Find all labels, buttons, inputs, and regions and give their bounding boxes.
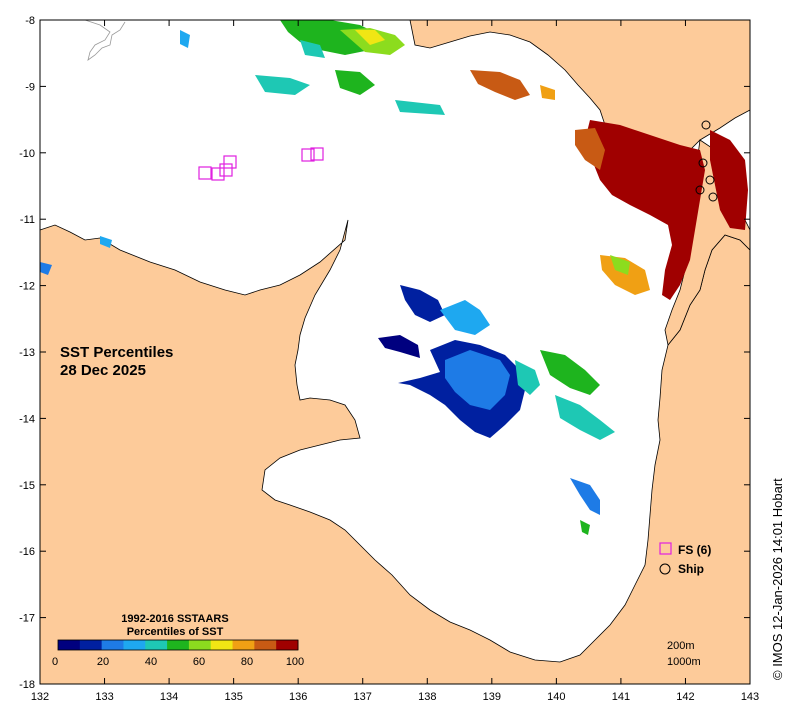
y-tick-label: -15	[19, 480, 35, 492]
fs-marker	[198, 166, 212, 180]
sst-north-band	[40, 20, 445, 275]
map-title-line1: SST Percentiles	[60, 344, 173, 361]
x-tick-label: 135	[224, 691, 242, 703]
ship-legend-label: Ship	[678, 562, 704, 576]
x-tick-label: 132	[31, 691, 49, 703]
colorbar	[57, 639, 299, 651]
colorbar-swatch	[167, 640, 190, 650]
fs-marker	[310, 147, 324, 161]
fs-markers	[198, 147, 324, 181]
credit-text: © IMOS 12-Jan-2026 14:01 Hobart	[770, 478, 785, 680]
y-tick-label: -8	[25, 15, 35, 27]
colorbar-label: 100	[286, 656, 304, 668]
y-tick-label: -10	[19, 148, 35, 160]
colorbar-label: 40	[145, 656, 157, 668]
depth-1000m-label: 1000m	[667, 656, 701, 668]
colorbar-swatch	[123, 640, 146, 650]
land-northern-territory	[39, 219, 751, 685]
colorbar-swatch	[79, 640, 103, 650]
fs-marker	[301, 148, 315, 162]
y-tick-label: -13	[19, 347, 35, 359]
y-tick-label: -14	[19, 413, 35, 425]
fs-marker	[223, 155, 237, 169]
colorbar-swatch	[232, 640, 255, 650]
fs-legend-label: FS (6)	[678, 543, 711, 557]
land-island-outline	[84, 19, 126, 61]
depth-200m-label: 200m	[667, 640, 695, 652]
y-tick-label: -17	[19, 613, 35, 625]
sst-warm-cluster	[470, 70, 748, 300]
colorbar-title-line2: Percentiles of SST	[127, 626, 224, 638]
colorbar-swatch	[58, 640, 81, 650]
y-tick-label: -12	[19, 281, 35, 293]
y-tick-label: -16	[19, 546, 35, 558]
fs-marker	[219, 163, 233, 177]
ship-legend-icon	[659, 563, 671, 575]
fs-marker	[211, 167, 225, 181]
x-axis: 132 133 134 135 136 137 138 139 140 141 142 143	[31, 20, 759, 703]
y-tick-label: -11	[20, 214, 35, 226]
x-tick-label: 134	[160, 691, 178, 703]
x-tick-label: 139	[483, 691, 501, 703]
x-tick-label: 136	[289, 691, 307, 703]
y-tick-label: -9	[25, 81, 35, 93]
colorbar-swatch	[145, 640, 168, 650]
sst-cool-cluster	[378, 285, 615, 535]
fs-legend-icon	[659, 542, 672, 555]
colorbar-label: 0	[52, 656, 58, 668]
x-tick-label: 138	[418, 691, 436, 703]
x-tick-label: 141	[612, 691, 630, 703]
x-tick-label: 142	[676, 691, 694, 703]
colorbar-title-line1: 1992-2016 SSTAARS	[121, 613, 228, 625]
x-tick-label: 137	[354, 691, 372, 703]
colorbar-frame	[57, 639, 299, 651]
colorbar-label: 80	[241, 656, 253, 668]
x-tick-label: 133	[95, 691, 113, 703]
y-axis: -8 -9 -10 -11 -12 -13 -14 -15 -16 -17 -18	[19, 15, 750, 691]
x-tick-label: 140	[547, 691, 565, 703]
colorbar-swatch	[254, 640, 277, 650]
y-tick-label: -18	[19, 679, 35, 691]
colorbar-label: 20	[97, 656, 109, 668]
colorbar-labels: 0 20 40 60 80 100	[52, 656, 304, 668]
colorbar-swatch	[101, 640, 124, 650]
map-title-line2: 28 Dec 2025	[60, 362, 146, 379]
colorbar-label: 60	[193, 656, 205, 668]
x-tick-label: 143	[741, 691, 759, 703]
colorbar-swatch	[188, 640, 212, 650]
colorbar-swatch	[210, 640, 234, 650]
colorbar-swatch	[276, 640, 299, 650]
ship-markers	[695, 120, 718, 202]
